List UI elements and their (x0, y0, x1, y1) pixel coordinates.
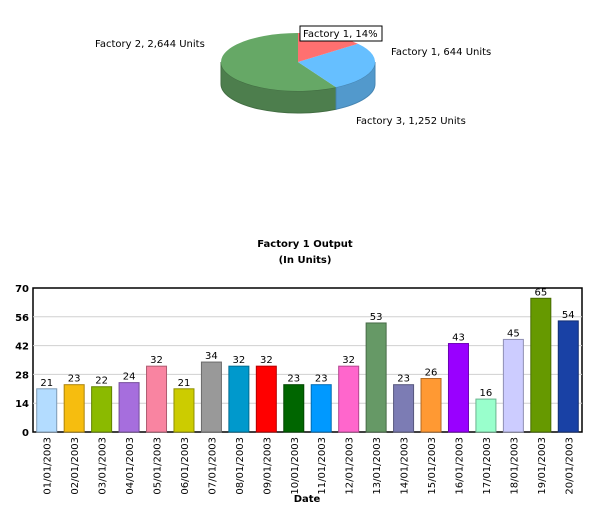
y-tick-label: 56 (15, 313, 29, 324)
bar[interactable] (530, 297, 552, 433)
bar-value-label: 26 (425, 368, 438, 379)
x-tick-label: 11/01/2003 (317, 437, 328, 495)
bar[interactable] (200, 361, 222, 433)
bar-value-label: 24 (123, 372, 136, 383)
x-axis-label: Date (294, 494, 321, 505)
bar[interactable] (173, 388, 195, 433)
x-tick-label: 02/01/2003 (70, 437, 81, 495)
bar-value-label: 23 (315, 374, 328, 385)
bar-value-label: 65 (534, 287, 547, 298)
bar-value-label: 32 (233, 355, 246, 366)
bar[interactable] (63, 384, 85, 433)
x-axis-ticks: 01/01/2003 02/01/2003 03/01/2003 04/01/2003… (43, 437, 576, 495)
bar[interactable] (393, 384, 415, 433)
bar-value-label: 32 (150, 355, 163, 366)
x-tick-label: 20/01/2003 (564, 437, 575, 495)
bar[interactable] (338, 365, 360, 433)
x-tick-label: 01/01/2003 (43, 437, 54, 495)
bars: 21 23 22 24 32 21 34 32 32 23 23 32 53 23 26 43 16 45 65 54 (36, 287, 579, 433)
bar[interactable] (255, 365, 277, 433)
bar-value-label: 45 (507, 328, 520, 339)
bar[interactable] (91, 386, 113, 433)
bar-value-label: 54 (562, 310, 575, 321)
bar-value-label: 32 (342, 355, 355, 366)
bar-value-label: 23 (68, 374, 81, 385)
bar[interactable] (447, 343, 469, 433)
x-tick-label: 15/01/2003 (427, 437, 438, 495)
pie-label-factory-1: Factory 1, 644 Units (391, 47, 491, 58)
bar-chart-title: Factory 1 Output (257, 239, 353, 250)
x-tick-label: 07/01/2003 (207, 437, 218, 495)
bar[interactable] (283, 384, 305, 433)
y-axis-ticks: 0 14 28 42 56 70 (15, 284, 29, 439)
bar[interactable] (146, 365, 168, 433)
bar[interactable] (502, 338, 524, 433)
y-tick-label: 28 (15, 370, 29, 381)
x-tick-label: 05/01/2003 (153, 437, 164, 495)
x-tick-label: 08/01/2003 (235, 437, 246, 495)
bar-value-label: 23 (397, 374, 410, 385)
x-tick-label: 12/01/2003 (345, 437, 356, 495)
x-tick-label: 14/01/2003 (400, 437, 411, 495)
x-tick-label: 09/01/2003 (262, 437, 273, 495)
bar[interactable] (365, 322, 387, 433)
y-tick-label: 0 (22, 428, 29, 439)
bar[interactable] (557, 320, 579, 433)
y-tick-label: 14 (15, 399, 29, 410)
bar-value-label: 21 (178, 378, 191, 389)
plot-area (32, 287, 583, 433)
x-tick-label: 16/01/2003 (454, 437, 465, 495)
pie-tooltip-text: Factory 1, 14% (303, 29, 378, 40)
bar[interactable] (310, 384, 332, 433)
bar-value-label: 16 (480, 388, 493, 399)
bar-value-label: 32 (260, 355, 273, 366)
x-tick-label: 18/01/2003 (509, 437, 520, 495)
pie-label-factory-2: Factory 2, 2,644 Units (95, 39, 205, 50)
bar[interactable] (420, 378, 442, 433)
x-tick-label: 13/01/2003 (372, 437, 383, 495)
pie-tooltip-box (299, 25, 383, 42)
bar-value-label: 22 (95, 376, 108, 387)
bar-value-label: 53 (370, 312, 383, 323)
x-tick-label: 17/01/2003 (482, 437, 493, 495)
x-tick-label: 19/01/2003 (537, 437, 548, 495)
bar[interactable] (36, 388, 58, 433)
x-tick-label: 03/01/2003 (98, 437, 109, 495)
y-tick-label: 42 (15, 342, 29, 353)
x-tick-label: 10/01/2003 (290, 437, 301, 495)
bar-value-label: 21 (40, 378, 53, 389)
bar-chart-subtitle: (In Units) (279, 255, 332, 266)
pie-chart: Factory 2, 2,644 Units Factory 1, 644 Un… (95, 25, 491, 127)
pie-slice-factory-2[interactable] (220, 33, 337, 91)
bar-value-label: 43 (452, 333, 465, 344)
bar-value-label: 34 (205, 351, 218, 362)
pie-slice-factory-3[interactable] (298, 43, 375, 88)
x-tick-label: 04/01/2003 (125, 437, 136, 495)
pie-tooltip: Factory 1, 14% (299, 25, 383, 42)
bar-value-label: 23 (287, 374, 300, 385)
bar[interactable] (228, 365, 250, 433)
pie-label-factory-3: Factory 3, 1,252 Units (356, 116, 466, 127)
bar[interactable] (475, 398, 497, 433)
bar[interactable] (118, 382, 140, 433)
y-tick-label: 70 (15, 284, 29, 295)
bar-chart: Factory 1 Output (In Units) 01428425670 … (15, 239, 583, 505)
x-tick-label: 06/01/2003 (180, 437, 191, 495)
